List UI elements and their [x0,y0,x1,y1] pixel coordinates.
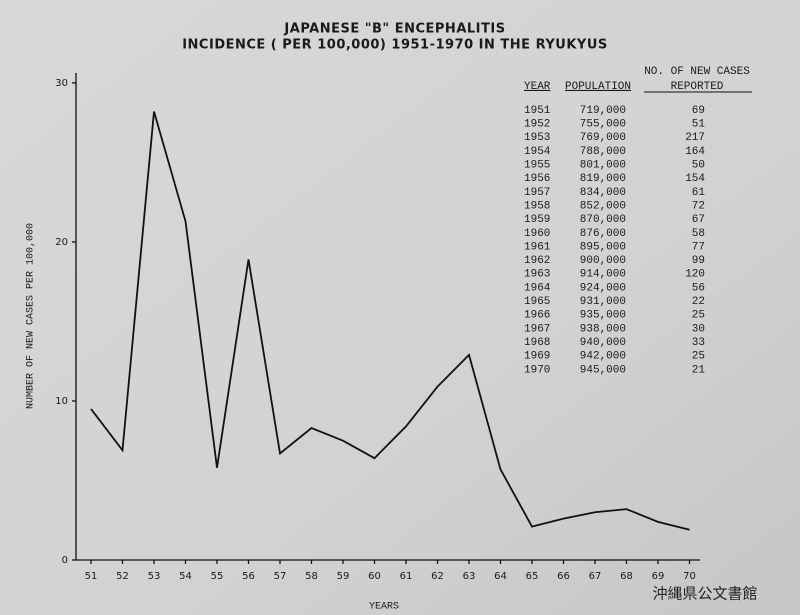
chart-subtitle: INCIDENCE ( PER 100,000) 1951-1970 IN TH… [182,38,608,53]
x-tick-label: 64 [494,571,507,582]
table-cell: 945,000 [580,364,626,376]
y-axis-label: NUMBER OF NEW CASES PER 100,000 [26,223,37,409]
table-cell: 164 [685,146,705,158]
table-cell: 870,000 [580,214,626,226]
table-cell: 719,000 [580,105,626,117]
table-header: YEAR [524,81,551,93]
table-cell: 1964 [524,282,551,294]
y-tick-label: 0 [62,555,68,566]
table-cell: 852,000 [580,200,626,212]
table-cell: 769,000 [580,132,626,144]
table-cell: 51 [692,119,706,131]
y-tick-label: 10 [55,396,68,407]
table-cell: 1967 [524,323,550,335]
table-cell: 1960 [524,228,550,240]
table-cell: 1952 [524,119,550,131]
table-cell: 876,000 [580,228,626,240]
x-tick-label: 61 [400,571,413,582]
watermark: 沖縄県公文書館 [652,585,757,603]
table-cell: 1956 [524,173,550,185]
table-cell: 834,000 [580,187,626,199]
table-cell: 77 [692,241,705,253]
table-cell: 931,000 [580,296,626,308]
table-cell: 120 [685,269,705,281]
x-tick-label: 54 [179,571,192,582]
data-line [90,111,690,531]
x-tick-label: 58 [305,571,318,582]
table-cell: 1955 [524,160,550,172]
table-cell: 1966 [524,310,550,322]
x-tick-label: 56 [242,571,255,582]
x-tick-label: 51 [85,571,98,582]
table-cell: 67 [692,214,705,226]
table-cell: 900,000 [580,255,626,267]
x-tick-label: 66 [557,571,570,582]
table-cell: 25 [692,351,705,363]
x-tick-label: 62 [431,571,444,582]
table-cell: 30 [692,323,705,335]
table-cell: 22 [692,296,705,308]
table-cell: 33 [692,337,705,349]
table-cell: 940,000 [580,337,626,349]
table-cell: 25 [692,310,705,322]
table-cell: 1969 [524,351,550,363]
table-cell: 1951 [524,105,551,117]
x-tick-label: 69 [652,571,665,582]
x-tick-label: 52 [116,571,129,582]
table-cell: 58 [692,228,705,240]
table-cell: 99 [692,255,705,267]
table-cell: 21 [692,364,706,376]
table-header: NO. OF NEW CASES [644,66,750,78]
x-tick-label: 59 [337,571,350,582]
table-cell: 1963 [524,269,550,281]
table-cell: 1953 [524,132,550,144]
x-tick-label: 70 [683,571,696,582]
table-cell: 1954 [524,146,551,158]
table-cell: 1968 [524,337,550,349]
x-tick-label: 63 [463,571,476,582]
table-cell: 924,000 [580,282,626,294]
chart-title: JAPANESE "B" ENCEPHALITIS [283,22,505,37]
table-cell: 1959 [524,214,550,226]
table-cell: 1961 [524,241,551,253]
table-cell: 819,000 [580,173,626,185]
table-cell: 61 [692,187,706,199]
table-cell: 788,000 [580,146,626,158]
table-cell: 938,000 [580,323,626,335]
x-tick-label: 68 [620,571,633,582]
table-cell: 50 [692,160,705,172]
table-cell: 56 [692,282,705,294]
table-cell: 154 [685,173,705,185]
x-tick-label: 60 [368,571,381,582]
table-header: POPULATION [565,81,631,93]
y-tick-label: 30 [55,78,68,89]
table-cell: 1962 [524,255,550,267]
table-cell: 755,000 [580,119,626,131]
table-header: REPORTED [671,81,724,93]
table-cell: 935,000 [580,310,626,322]
x-tick-label: 67 [589,571,602,582]
x-tick-label: 53 [148,571,161,582]
x-tick-label: 65 [526,571,539,582]
x-tick-label: 55 [211,571,224,582]
table-cell: 1957 [524,187,550,199]
table-cell: 942,000 [580,351,626,363]
x-tick-label: 57 [274,571,287,582]
table-cell: 801,000 [580,160,626,172]
table-cell: 69 [692,105,705,117]
y-tick-label: 20 [55,237,68,248]
x-axis-label: YEARS [369,602,399,613]
table-cell: 1965 [524,296,550,308]
table-cell: 1958 [524,200,550,212]
table-cell: 895,000 [580,241,626,253]
table-cell: 217 [685,132,705,144]
table-cell: 914,000 [580,269,626,281]
table-cell: 1970 [524,364,550,376]
table-cell: 72 [692,200,705,212]
